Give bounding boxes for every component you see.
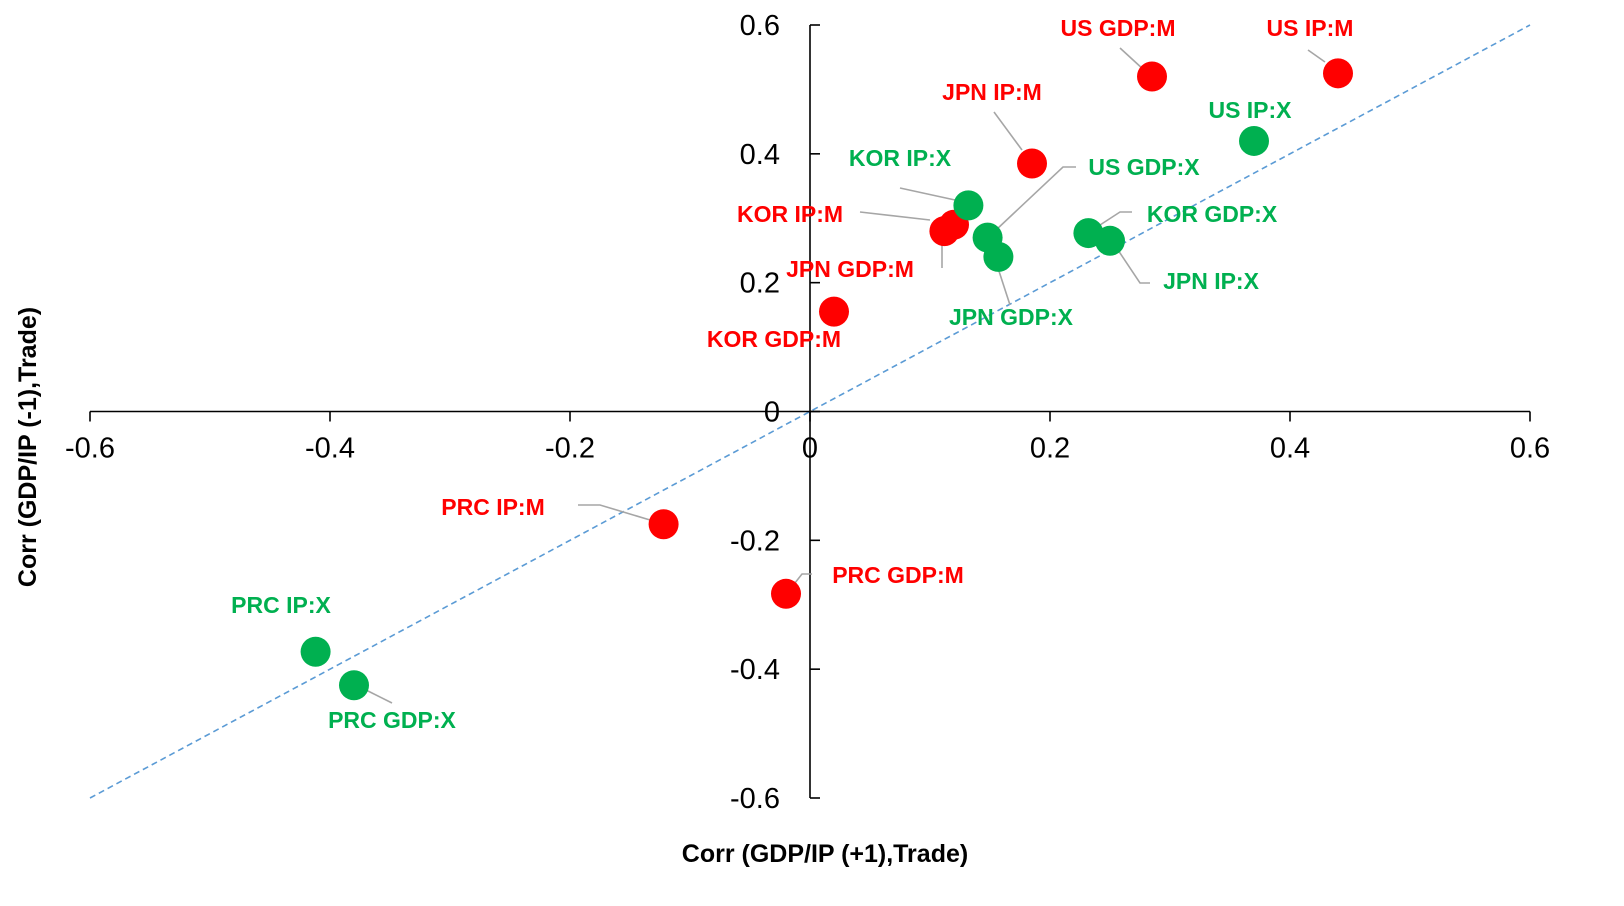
point-prc-ip-m (648, 509, 679, 540)
point-jpn-ip-m (1017, 148, 1047, 179)
point-jpn-ip-x (1095, 225, 1125, 256)
point-label-prc-ip-x: PRC IP:X (231, 592, 331, 618)
point-label-jpn-ip-x: JPN IP:X (1163, 268, 1260, 294)
y-tick-label: -0.2 (730, 525, 780, 557)
leader-line-kor-gdp-x (1099, 211, 1132, 226)
point-label-us-ip-x: US IP:X (1208, 97, 1292, 123)
x-tick-label: -0.4 (305, 433, 355, 465)
point-kor-gdp-m (819, 296, 849, 327)
tick-labels-layer: -0.6 -0.4 -0.2 0 0.2 0.4 0.6 -0.6 -0.4 -0.2 0.2 0.4… (65, 10, 1550, 815)
point-label-kor-gdp-m: KOR GDP:M (707, 326, 841, 352)
point-label-kor-gdp-x: KOR GDP:X (1147, 201, 1278, 227)
leader-lines-layer (361, 47, 1326, 704)
reference-line-layer (89, 24, 1531, 799)
x-tick-label: 0 (802, 433, 818, 465)
points-layer (300, 58, 1353, 701)
leader-line-us-ip-m (1307, 49, 1326, 63)
point-us-ip-x (1239, 125, 1269, 156)
point-label-kor-ip-m: KOR IP:M (737, 201, 843, 227)
leader-line-us-gdp-m (1119, 47, 1145, 71)
point-label-us-gdp-m: US GDP:M (1061, 15, 1176, 41)
leader-line-kor-ip-x (899, 187, 956, 201)
y-tick-label: -0.4 (730, 654, 780, 686)
point-kor-ip-x (953, 190, 984, 221)
y-tick-label: 0.2 (740, 268, 780, 300)
x-tick-label: -0.2 (545, 433, 595, 465)
point-jpn-gdp-x (983, 241, 1014, 272)
point-prc-ip-x (300, 636, 331, 667)
leader-line-us-gdp-x (995, 166, 1076, 231)
y-tick-label: 0.4 (740, 139, 780, 171)
y-tick-label: 0.6 (740, 10, 780, 42)
point-label-jpn-ip-m: JPN IP:M (942, 79, 1042, 105)
leader-line-prc-ip-m (578, 504, 651, 521)
point-label-prc-gdp-x: PRC GDP:X (328, 707, 456, 733)
leader-line-jpn-ip-m (993, 111, 1023, 151)
point-label-kor-ip-x: KOR IP:X (849, 145, 952, 171)
leader-line-jpn-ip-x (1117, 249, 1150, 284)
point-label-prc-ip-m: PRC IP:M (441, 494, 545, 520)
reference-line (89, 24, 1531, 799)
leader-line-kor-ip-m (859, 211, 931, 221)
y-tick-label: -0.6 (730, 783, 780, 815)
point-us-ip-m (1323, 58, 1353, 89)
x-tick-label: 0.4 (1270, 433, 1310, 465)
point-us-gdp-m (1137, 61, 1167, 92)
point-label-prc-gdp-m: PRC GDP:M (832, 562, 964, 588)
y-tick-label: 0 (764, 397, 780, 429)
axes-layer (89, 24, 1531, 799)
point-prc-gdp-m (771, 578, 801, 609)
point-label-jpn-gdp-x: JPN GDP:X (949, 304, 1074, 330)
point-label-us-ip-m: US IP:M (1267, 15, 1354, 41)
x-tick-label: 0.6 (1510, 433, 1550, 465)
x-tick-label: -0.6 (65, 433, 115, 465)
x-tick-label: 0.2 (1030, 433, 1070, 465)
x-axis-title: Corr (GDP/IP (+1),Trade) (682, 840, 968, 868)
point-label-us-gdp-x: US GDP:X (1088, 154, 1200, 180)
point-label-jpn-gdp-m: JPN GDP:M (786, 256, 914, 282)
y-axis-title: Corr (GDP/IP (-1),Trade) (14, 307, 42, 587)
point-prc-gdp-x (339, 670, 369, 701)
point-labels-layer: US GDP:M US IP:M JPN IP:M KOR IP:M KOR GDP:M… (231, 15, 1353, 733)
